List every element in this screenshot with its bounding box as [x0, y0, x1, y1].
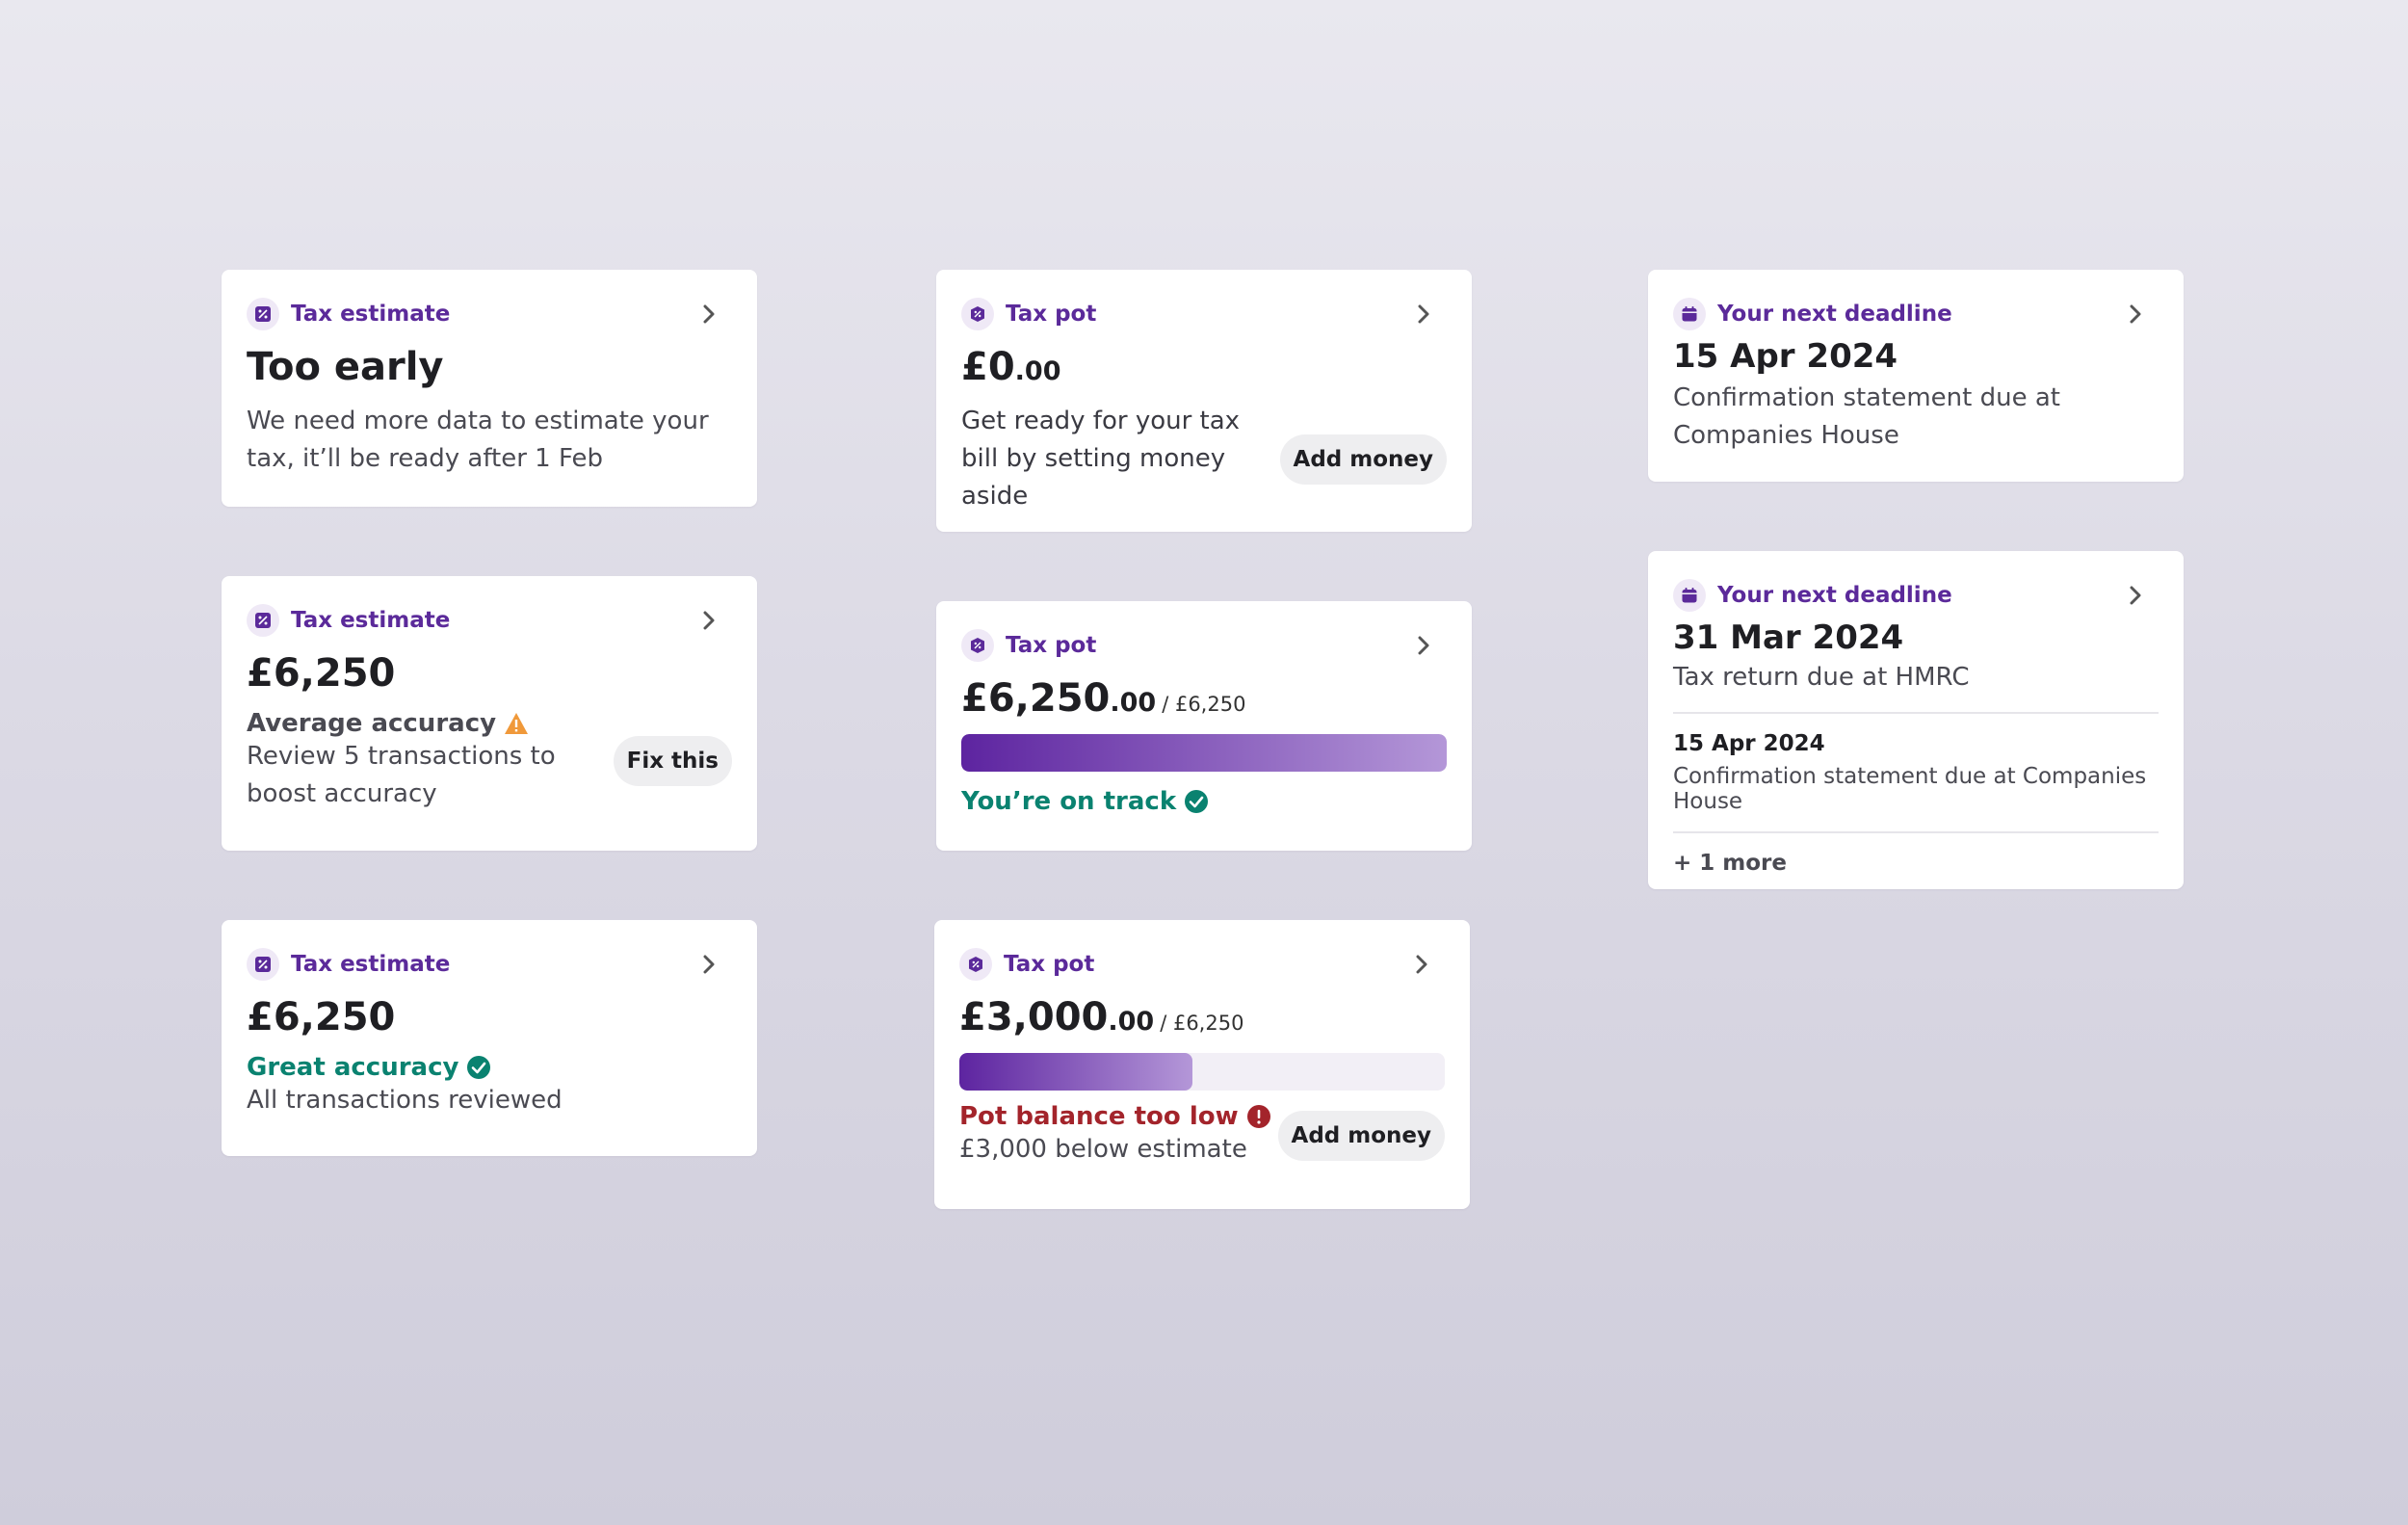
card-header: Tax pot — [961, 626, 1447, 665]
pot-details: Get ready for your tax bill by setting m… — [961, 403, 1447, 515]
card-label: Tax estimate — [291, 302, 451, 327]
calendar-icon — [1673, 579, 1706, 612]
deadline-description: Tax return due at HMRC — [1673, 663, 1970, 692]
card-header: Your next deadline — [1673, 295, 2159, 333]
card-label: Tax estimate — [291, 952, 451, 977]
card-label: Tax pot — [1006, 633, 1097, 658]
check-circle-icon — [1185, 790, 1209, 813]
tax-pot-card-empty[interactable]: Tax pot £0.00 Get ready for your tax bil… — [936, 270, 1472, 532]
alert-circle-icon — [1246, 1105, 1270, 1128]
chevron-right-icon[interactable] — [1408, 951, 1435, 978]
pot-progress-bar — [961, 734, 1447, 772]
card-header: Tax pot — [959, 945, 1445, 984]
add-money-button[interactable]: Add money — [1277, 1110, 1445, 1161]
card-header: Tax estimate — [247, 945, 732, 984]
tax-pot-card-low[interactable]: Tax pot £3,000.00/ £6,250 Pot balance to… — [934, 920, 1470, 1209]
chevron-right-icon[interactable] — [695, 301, 722, 328]
tax-estimate-card-great[interactable]: Tax estimate £6,250 Great accuracy All t… — [222, 920, 757, 1156]
piggy-bank-icon — [959, 948, 992, 981]
more-deadlines-link[interactable]: + 1 more — [1673, 851, 1787, 876]
accuracy-status: Average accuracy — [247, 709, 614, 738]
pot-description: £3,000 below estimate — [959, 1135, 1247, 1164]
deadline-card-single[interactable]: Your next deadline 15 Apr 2024 Confirmat… — [1648, 270, 2184, 482]
card-header: Your next deadline — [1673, 576, 2159, 615]
pot-balance: £0.00 — [961, 345, 1061, 389]
chevron-right-icon[interactable] — [2122, 582, 2149, 609]
estimate-headline: Too early — [247, 345, 444, 389]
pot-progress-bar — [959, 1053, 1445, 1091]
card-label: Tax pot — [1006, 302, 1097, 327]
chevron-right-icon[interactable] — [695, 607, 722, 634]
deadline-description: Confirmation statement due at Companies … — [1673, 383, 2060, 450]
calculator-icon — [247, 604, 279, 637]
pot-status: Pot balance too low — [959, 1102, 1271, 1131]
pot-balance: £3,000.00/ £6,250 — [959, 995, 1244, 1039]
chevron-right-icon[interactable] — [695, 951, 722, 978]
add-money-button[interactable]: Add money — [1279, 434, 1447, 485]
deadline-card-multiple[interactable]: Your next deadline 31 Mar 2024 Tax retur… — [1648, 551, 2184, 889]
calculator-icon — [247, 298, 279, 330]
tax-estimate-card-early[interactable]: Tax estimate Too early We need more data… — [222, 270, 757, 507]
estimate-description: All transactions reviewed — [247, 1086, 563, 1115]
fix-this-button[interactable]: Fix this — [613, 736, 732, 786]
chevron-right-icon[interactable] — [1410, 301, 1437, 328]
calendar-icon — [1673, 298, 1706, 330]
estimate-details: Average accuracy Review 5 transactions t… — [247, 709, 732, 813]
estimate-description: We need more data to estimate your tax, … — [247, 407, 709, 473]
pot-status: You’re on track — [961, 787, 1447, 816]
pot-description: Get ready for your tax bill by setting m… — [961, 407, 1241, 511]
check-circle-icon — [467, 1056, 491, 1079]
divider — [1673, 712, 2159, 714]
pot-progress-fill — [959, 1053, 1192, 1091]
deadline-date: 15 Apr 2024 — [1673, 337, 1898, 376]
tax-pot-card-on-track[interactable]: Tax pot £6,250.00/ £6,250 You’re on trac… — [936, 601, 1472, 851]
calculator-icon — [247, 948, 279, 981]
warning-icon — [505, 713, 529, 734]
card-label: Tax pot — [1004, 952, 1095, 977]
piggy-bank-icon — [961, 298, 994, 330]
estimate-amount: £6,250 — [247, 995, 396, 1039]
card-header: Tax pot — [961, 295, 1447, 333]
card-header: Tax estimate — [247, 295, 732, 333]
deadline-date: 31 Mar 2024 — [1673, 618, 1904, 657]
pot-balance: £6,250.00/ £6,250 — [961, 676, 1246, 721]
card-label: Your next deadline — [1717, 583, 1952, 608]
chevron-right-icon[interactable] — [1410, 632, 1437, 659]
tax-estimate-card-average[interactable]: Tax estimate £6,250 Average accuracy Rev… — [222, 576, 757, 851]
piggy-bank-icon — [961, 629, 994, 662]
accuracy-status: Great accuracy — [247, 1053, 732, 1082]
pot-details: Pot balance too low £3,000 below estimat… — [959, 1102, 1445, 1169]
next-deadline-description: Confirmation statement due at Companies … — [1673, 764, 2147, 814]
card-label: Your next deadline — [1717, 302, 1952, 327]
card-header: Tax estimate — [247, 601, 732, 640]
card-label: Tax estimate — [291, 608, 451, 633]
estimate-amount: £6,250 — [247, 651, 396, 696]
divider — [1673, 831, 2159, 833]
pot-progress-fill — [961, 734, 1447, 772]
estimate-description: Review 5 transactions to boost accuracy — [247, 742, 556, 808]
next-deadline-date: 15 Apr 2024 — [1673, 731, 1825, 756]
chevron-right-icon[interactable] — [2122, 301, 2149, 328]
